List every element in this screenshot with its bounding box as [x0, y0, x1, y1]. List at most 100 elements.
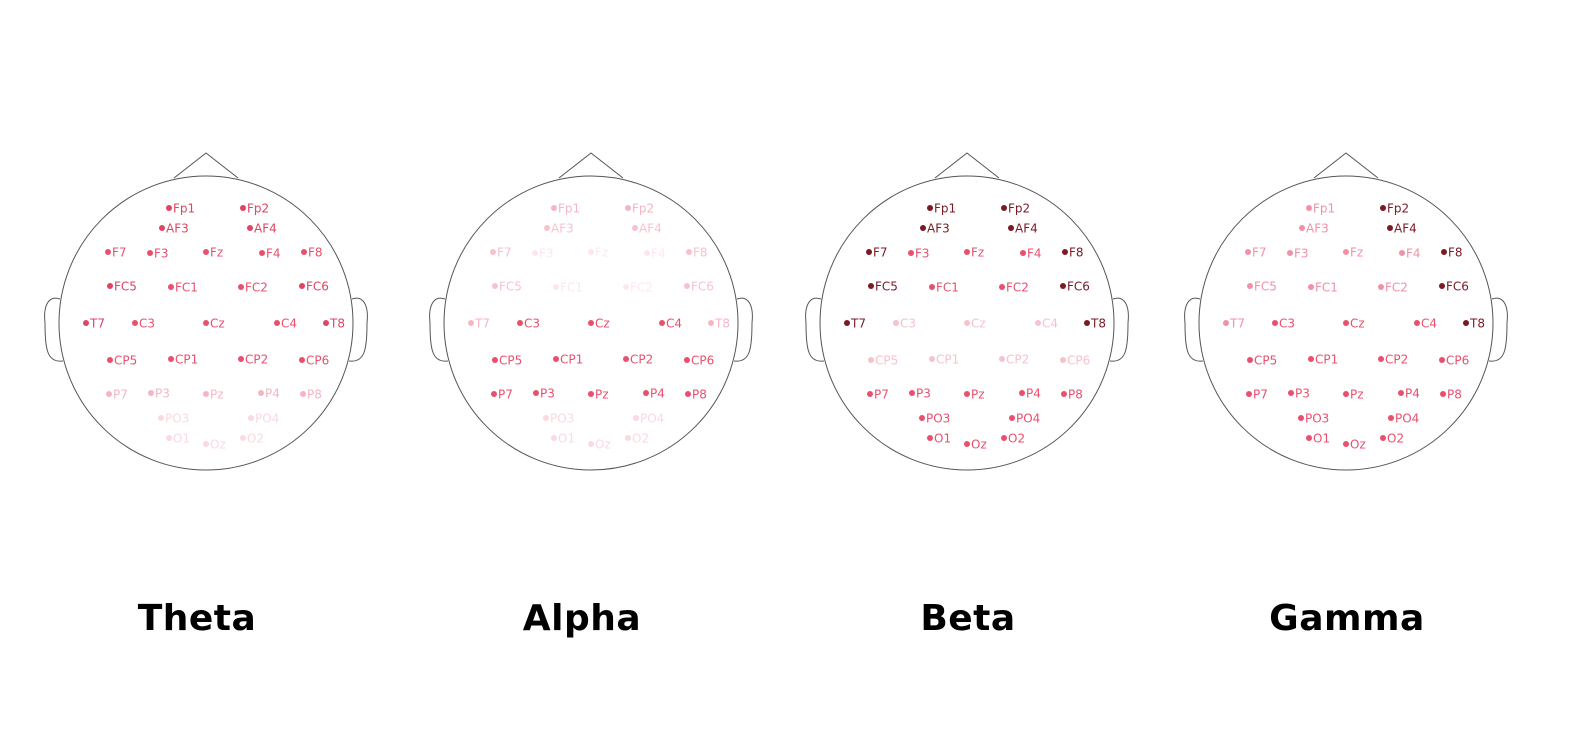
electrode-dot-pz — [588, 391, 594, 397]
electrode-dot-af4 — [632, 225, 638, 231]
electrode-label-oz: Oz — [210, 438, 226, 452]
electrode-label-cp6: CP6 — [1446, 354, 1469, 368]
electrode-label-t7: T7 — [89, 317, 105, 331]
electrode-label-f4: F4 — [1406, 247, 1421, 261]
electrode-dot-cz — [1343, 320, 1349, 326]
electrode-dot-cz — [588, 320, 594, 326]
electrode-dot-cp6 — [299, 357, 305, 363]
electrode-label-c4: C4 — [666, 317, 682, 331]
electrode-label-f3: F3 — [1294, 247, 1309, 261]
electrode-label-cp5: CP5 — [1254, 354, 1277, 368]
electrode-dot-fp2 — [1001, 205, 1007, 211]
electrode-dot-p8 — [685, 391, 691, 397]
electrode-label-f3: F3 — [154, 247, 169, 261]
electrode-dot-p3 — [1288, 390, 1294, 396]
electrode-label-fp2: Fp2 — [632, 202, 654, 216]
electrode-label-p7: P7 — [498, 388, 513, 402]
electrode-label-t7: T7 — [474, 317, 490, 331]
electrode-label-cp6: CP6 — [691, 354, 714, 368]
electrode-label-f7: F7 — [1252, 246, 1267, 260]
electrode-dot-fc5 — [1247, 283, 1253, 289]
electrode-dot-f3 — [532, 250, 538, 256]
electrode-dot-po4 — [1009, 415, 1015, 421]
electrode-dot-t7 — [468, 320, 474, 326]
electrode-dot-cp6 — [684, 357, 690, 363]
electrode-dot-fc5 — [868, 283, 874, 289]
electrode-label-fp2: Fp2 — [1387, 202, 1409, 216]
head-map-alpha: Fp1 Fp2 AF3 AF4 F7 F3 Fz F4 F8 FC5 FC1 FC2 FC6 T7 C3 Cz… — [429, 152, 753, 471]
electrode-label-oz: Oz — [1350, 438, 1366, 452]
electrode-label-cp2: CP2 — [1385, 353, 1408, 367]
electrode-label-o1: O1 — [173, 432, 190, 446]
electrode-dot-o2 — [1380, 435, 1386, 441]
electrode-label-cz: Cz — [210, 317, 225, 331]
electrode-label-f3: F3 — [915, 247, 930, 261]
electrode-dot-oz — [964, 441, 970, 447]
electrode-label-fz: Fz — [1350, 246, 1363, 260]
electrode-dot-oz — [1343, 441, 1349, 447]
electrode-dot-fc2 — [1378, 284, 1384, 290]
electrode-label-f7: F7 — [873, 246, 888, 260]
electrode-label-po3: PO3 — [1305, 412, 1329, 426]
electrode-dot-p4 — [1398, 390, 1404, 396]
electrode-dot-o1 — [551, 435, 557, 441]
panel-title-theta: Theta — [137, 598, 257, 639]
electrode-label-oz: Oz — [595, 438, 611, 452]
electrode-label-p7: P7 — [113, 388, 128, 402]
electrode-label-f4: F4 — [1027, 247, 1042, 261]
electrode-dot-fp1 — [551, 205, 557, 211]
electrode-dot-pz — [1343, 391, 1349, 397]
electrode-dot-po3 — [1298, 415, 1304, 421]
electrode-dot-cp6 — [1439, 357, 1445, 363]
electrode-label-cp1: CP1 — [1315, 353, 1338, 367]
electrode-label-t8: T8 — [329, 317, 345, 331]
electrode-dot-t8 — [1463, 320, 1469, 326]
electrode-label-t8: T8 — [1090, 317, 1106, 331]
electrode-label-cp5: CP5 — [499, 354, 522, 368]
electrode-label-fz: Fz — [210, 246, 223, 260]
electrode-dot-fc6 — [299, 283, 305, 289]
electrode-dot-f8 — [1062, 249, 1068, 255]
electrode-dot-o1 — [166, 435, 172, 441]
electrode-dot-cz — [964, 320, 970, 326]
electrode-label-fp1: Fp1 — [934, 202, 956, 216]
electrode-label-cp5: CP5 — [875, 354, 898, 368]
electrode-dot-f7 — [105, 249, 111, 255]
electrode-label-o2: O2 — [632, 432, 649, 446]
electrode-label-p3: P3 — [540, 387, 555, 401]
electrode-label-p4: P4 — [650, 387, 665, 401]
electrode-label-f4: F4 — [651, 247, 666, 261]
electrode-label-f7: F7 — [497, 246, 512, 260]
electrode-dot-f3 — [908, 250, 914, 256]
electrode-label-af3: AF3 — [551, 222, 574, 236]
electrode-label-cz: Cz — [1350, 317, 1365, 331]
electrode-dot-o2 — [625, 435, 631, 441]
electrode-label-af3: AF3 — [927, 222, 950, 236]
left-ear-outline — [805, 297, 825, 362]
electrode-label-pz: Pz — [595, 388, 609, 402]
electrode-dot-cp5 — [1247, 357, 1253, 363]
electrode-dot-t8 — [708, 320, 714, 326]
electrode-label-af4: AF4 — [1394, 222, 1417, 236]
electrode-dot-cp6 — [1060, 357, 1066, 363]
electrode-label-po3: PO3 — [550, 412, 574, 426]
left-ear-outline — [429, 297, 449, 362]
panel-title-gamma: Gamma — [1269, 598, 1425, 639]
electrode-label-c3: C3 — [1279, 317, 1295, 331]
electrode-dot-c4 — [1035, 320, 1041, 326]
panel-title-alpha: Alpha — [522, 598, 642, 639]
electrode-dot-oz — [588, 441, 594, 447]
electrode-label-fc2: FC2 — [1385, 281, 1408, 295]
electrode-label-fc6: FC6 — [306, 280, 329, 294]
electrode-dot-po4 — [1388, 415, 1394, 421]
electrode-dot-p4 — [258, 390, 264, 396]
panel-title-beta: Beta — [920, 598, 1016, 639]
nose-outline — [558, 152, 624, 179]
electrode-label-f8: F8 — [693, 246, 708, 260]
electrode-dot-f3 — [1287, 250, 1293, 256]
electrode-dot-p7 — [1246, 391, 1252, 397]
electrode-label-cz: Cz — [971, 317, 986, 331]
electrode-dot-cz — [203, 320, 209, 326]
electrode-label-o1: O1 — [934, 432, 951, 446]
